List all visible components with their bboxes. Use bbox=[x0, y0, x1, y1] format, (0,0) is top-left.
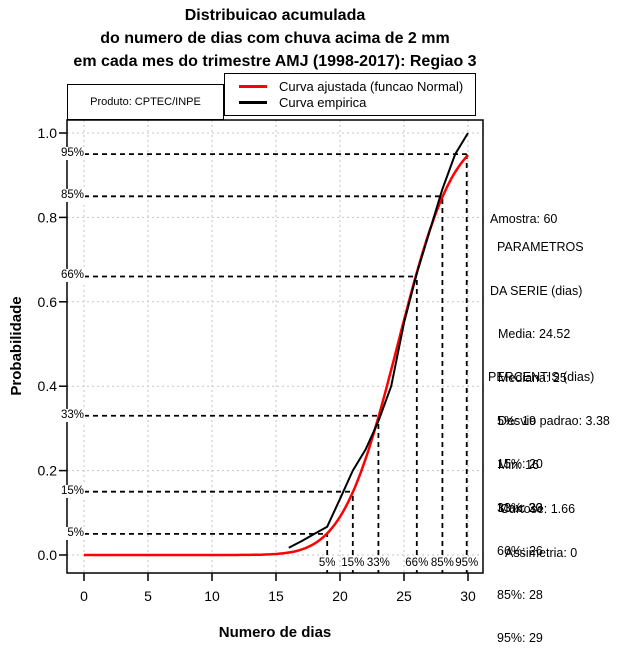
legend-item-empirical: Curva empirica bbox=[239, 94, 475, 110]
y-tick-label: 0.6 bbox=[38, 294, 58, 310]
stats-max: Max: 30 bbox=[498, 501, 543, 515]
percentile-bottom-label: 5% bbox=[317, 557, 337, 570]
x-tick-label: 0 bbox=[80, 588, 88, 604]
x-tick-label: 30 bbox=[460, 588, 476, 604]
x-tick-label: 10 bbox=[204, 588, 220, 604]
y-tick-label: 0.8 bbox=[38, 209, 58, 225]
percentile-bottom-label: 95% bbox=[454, 557, 480, 570]
axis-ticks bbox=[59, 132, 469, 581]
x-tick-label: 15 bbox=[268, 588, 284, 604]
stats-curtose: Curtose: 1.66 bbox=[500, 502, 576, 516]
empirical-curve-swatch bbox=[239, 100, 267, 104]
product-label: Produto: CPTEC/INPE bbox=[90, 96, 201, 108]
percentile-left-label: 33% bbox=[59, 408, 85, 422]
x-tick-label: 25 bbox=[396, 588, 412, 604]
legend-label-fitted: Curva ajustada (funcao Normal) bbox=[279, 78, 464, 94]
stats-parameters: PARAMETROS DA SERIE (dias) Media: 24.52 … bbox=[488, 211, 610, 545]
percentile-guides bbox=[84, 153, 468, 573]
stats-mediana: Mediana: 25 bbox=[498, 370, 567, 385]
percentile-left-label: 5% bbox=[66, 526, 85, 540]
percentile-left-label: 66% bbox=[59, 269, 85, 283]
product-box: Produto: CPTEC/INPE bbox=[67, 84, 224, 120]
x-tick-label: 20 bbox=[332, 588, 348, 604]
x-axis-label: Numero de dias bbox=[218, 624, 332, 641]
stats-assimetria: Assimetria: 0 bbox=[505, 545, 578, 560]
percentile-left-label: 85% bbox=[59, 189, 85, 203]
stats-amostra: Amostra: 60 bbox=[490, 212, 558, 226]
legend-label-empirical: Curva empirica bbox=[279, 94, 367, 110]
stats-percentiles: PERCENTIS (dias) 5%: 19 15%: 20 33%: 23 … bbox=[488, 341, 594, 660]
stats-p33: 33%: 23 bbox=[497, 500, 543, 515]
percentile-bottom-label: 33% bbox=[365, 557, 391, 570]
stats-parametros-title2: DA SERIE (dias) bbox=[490, 283, 583, 298]
percentile-bottom-label: 85% bbox=[429, 557, 455, 570]
x-tick-label: 5 bbox=[144, 588, 152, 604]
chart-title-line2: do numero de dias com chuva acima de 2 m… bbox=[100, 30, 450, 47]
y-tick-label: 1.0 bbox=[38, 125, 58, 141]
empirical-curve bbox=[288, 132, 469, 549]
y-tick-label: 0.2 bbox=[38, 463, 58, 479]
percentile-bottom-label: 66% bbox=[404, 557, 430, 570]
legend-box: Curva ajustada (funcao Normal) Curva emp… bbox=[224, 73, 476, 116]
y-tick-label: 0.0 bbox=[38, 547, 58, 563]
stats-moments: Curtose: 1.66 Assimetria: 0 bbox=[488, 473, 577, 589]
stats-parametros-title1: PARAMETROS bbox=[497, 240, 584, 254]
stats-media: Media: 24.52 bbox=[498, 327, 571, 341]
stats-p66: 66%: 26 bbox=[497, 544, 543, 558]
stats-p5: 5%: 19 bbox=[497, 413, 536, 428]
y-tick-label: 0.4 bbox=[38, 378, 58, 394]
stats-sample: Amostra: 60 bbox=[488, 183, 557, 256]
chart-title-line3: em cada mes do trimestre AMJ (1998-2017)… bbox=[73, 53, 477, 70]
stats-min: Min: 16 bbox=[498, 457, 539, 472]
gridlines bbox=[67, 120, 483, 573]
tick-labels: 0 5 10 15 20 25 30 0.0 0.2 0.4 0.6 0.8 1.0 bbox=[38, 125, 476, 604]
stats-p85: 85%: 28 bbox=[497, 587, 543, 602]
chart-title-line1: Distribuicao acumulada bbox=[184, 7, 366, 24]
stats-p15: 15%: 20 bbox=[497, 457, 543, 471]
fitted-curve-swatch bbox=[239, 84, 267, 88]
stats-p95: 95%: 29 bbox=[497, 631, 543, 645]
percentile-left-label: 95% bbox=[59, 147, 85, 161]
percentile-left-label: 15% bbox=[59, 484, 85, 498]
y-axis-label: Probabilidade bbox=[8, 296, 25, 396]
plot-border bbox=[66, 119, 484, 574]
stats-desvio: Desvio padrao: 3.38 bbox=[498, 414, 610, 428]
percentile-bottom-label: 15% bbox=[340, 557, 366, 570]
legend-item-fitted: Curva ajustada (funcao Normal) bbox=[239, 78, 475, 94]
chart-title: Distribuicao acumulada do numero de dias… bbox=[0, 4, 550, 73]
stats-percentis-title: PERCENTIS (dias) bbox=[488, 370, 595, 384]
